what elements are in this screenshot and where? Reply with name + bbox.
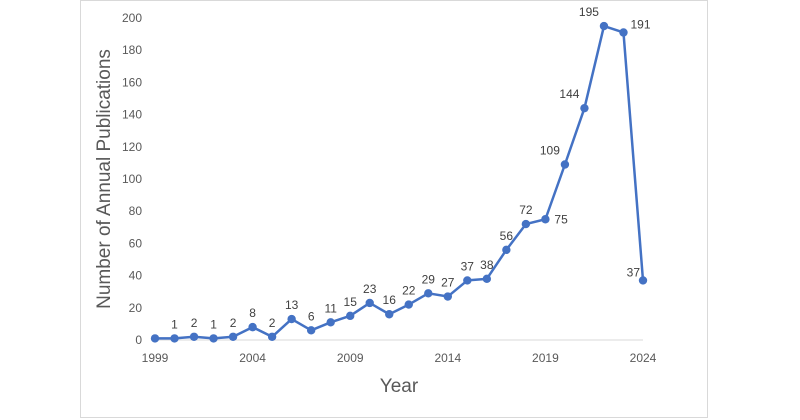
y-tick-label: 60 — [129, 236, 143, 250]
y-tick-label: 160 — [122, 75, 142, 89]
y-tick-label: 120 — [122, 140, 142, 154]
data-label: 75 — [554, 212, 568, 226]
x-tick-label: 2019 — [532, 351, 559, 365]
data-label: 11 — [324, 301, 337, 315]
y-tick-label: 140 — [122, 108, 142, 122]
data-label: 22 — [402, 284, 416, 298]
x-tick-label: 2004 — [239, 351, 266, 365]
data-point — [521, 219, 531, 229]
data-point — [541, 215, 550, 224]
data-label: 191 — [630, 17, 650, 31]
data-label: 2 — [230, 316, 237, 330]
data-point — [580, 103, 589, 113]
data-point — [209, 334, 218, 343]
data-point — [619, 28, 628, 37]
data-label: 109 — [540, 144, 560, 158]
data-label: 27 — [441, 276, 455, 290]
data-point — [228, 332, 238, 341]
data-point — [248, 322, 257, 332]
data-point — [287, 314, 296, 324]
data-point — [560, 160, 570, 169]
data-label: 23 — [363, 282, 377, 296]
series-line — [155, 24, 645, 340]
x-tick-label: 1999 — [142, 351, 169, 365]
data-label: 16 — [383, 293, 397, 307]
y-tick-label: 180 — [122, 43, 142, 57]
x-tick-label: 2009 — [337, 351, 364, 365]
data-point — [599, 21, 609, 31]
y-tick-label: 100 — [122, 172, 142, 186]
y-axis-title: Number of Annual Publications — [94, 49, 115, 309]
data-point — [404, 300, 413, 309]
x-axis-title: Year — [380, 376, 419, 397]
data-label: 56 — [500, 229, 514, 243]
x-axis-ticks: 1999 2004 2009 2014 2019 2024 — [142, 351, 657, 365]
data-point — [502, 245, 511, 255]
y-tick-label: 80 — [129, 204, 143, 218]
data-point — [189, 332, 199, 341]
data-point — [638, 276, 648, 285]
chart-frame — [80, 0, 708, 418]
data-point — [443, 292, 452, 301]
y-tick-label: 20 — [129, 301, 143, 315]
data-label: 37 — [627, 265, 641, 279]
data-label: 1 — [210, 317, 217, 331]
data-point — [365, 298, 374, 308]
y-axis-ticks: 0 20 40 60 80 100 120 140 160 180 200 — [122, 11, 142, 347]
data-label: 8 — [249, 306, 256, 320]
data-point — [346, 311, 355, 321]
data-point — [424, 289, 433, 298]
data-point — [267, 332, 277, 341]
data-label: 29 — [422, 272, 436, 286]
data-point — [326, 318, 335, 327]
series-markers — [150, 21, 648, 343]
data-label: 1 — [171, 317, 178, 331]
data-label: 2 — [269, 316, 276, 330]
data-label: 37 — [461, 259, 475, 273]
y-tick-label: 40 — [129, 269, 143, 283]
data-label: 6 — [308, 309, 315, 323]
data-label: 144 — [559, 87, 579, 101]
y-tick-label: 200 — [122, 11, 142, 25]
data-point — [306, 326, 316, 335]
data-label: 2 — [191, 316, 198, 330]
data-point — [482, 274, 492, 284]
data-label: 72 — [519, 203, 533, 217]
data-label: 195 — [579, 5, 599, 19]
y-tick-label: 0 — [135, 333, 142, 347]
data-label: 38 — [480, 258, 494, 272]
data-point — [463, 276, 472, 285]
data-label: 13 — [285, 298, 299, 312]
data-point — [385, 310, 394, 319]
data-point — [150, 334, 160, 343]
x-tick-label: 2014 — [434, 351, 461, 365]
data-label: 15 — [344, 295, 358, 309]
x-tick-label: 2024 — [630, 351, 657, 365]
data-point — [170, 334, 179, 343]
